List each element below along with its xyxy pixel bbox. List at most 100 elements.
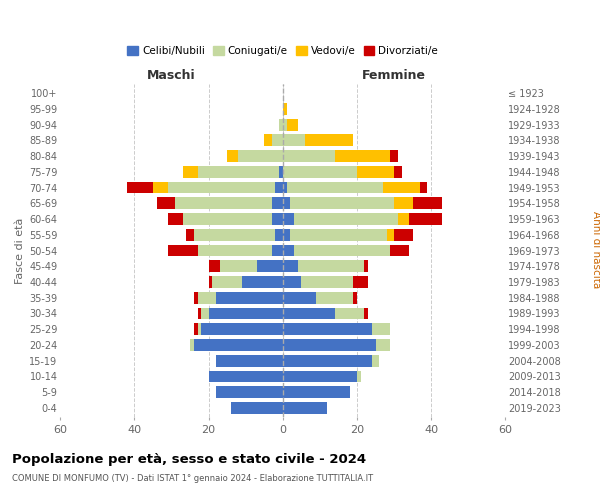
Bar: [283, 150, 335, 162]
Bar: [283, 355, 372, 366]
Bar: [394, 229, 413, 240]
Bar: [153, 182, 168, 194]
Bar: [197, 308, 201, 320]
Bar: [194, 292, 197, 304]
Bar: [272, 134, 283, 146]
Bar: [283, 260, 298, 272]
Bar: [305, 134, 353, 146]
Bar: [420, 182, 427, 194]
Y-axis label: Fasce di età: Fasce di età: [15, 218, 25, 284]
Bar: [283, 324, 372, 335]
Bar: [283, 244, 294, 256]
Bar: [216, 292, 283, 304]
Bar: [209, 260, 220, 272]
Bar: [272, 198, 283, 209]
Bar: [383, 182, 420, 194]
Bar: [209, 370, 283, 382]
Bar: [413, 198, 442, 209]
Bar: [279, 166, 283, 177]
Legend: Celibi/Nubili, Coniugati/e, Vedovi/e, Divorziati/e: Celibi/Nubili, Coniugati/e, Vedovi/e, Di…: [124, 42, 442, 60]
Bar: [287, 118, 298, 130]
Bar: [283, 292, 316, 304]
Bar: [190, 339, 194, 351]
Bar: [335, 150, 391, 162]
Bar: [357, 166, 394, 177]
Bar: [372, 324, 391, 335]
Bar: [275, 182, 283, 194]
Bar: [201, 308, 209, 320]
Bar: [197, 292, 216, 304]
Bar: [272, 244, 283, 256]
Bar: [386, 229, 394, 240]
Bar: [283, 134, 305, 146]
Bar: [187, 229, 194, 240]
Bar: [194, 229, 275, 240]
Text: Popolazione per età, sesso e stato civile - 2024: Popolazione per età, sesso e stato civil…: [12, 452, 366, 466]
Bar: [264, 134, 272, 146]
Bar: [409, 213, 442, 225]
Bar: [197, 244, 272, 256]
Bar: [335, 308, 364, 320]
Bar: [287, 182, 383, 194]
Bar: [242, 276, 283, 288]
Bar: [216, 355, 283, 366]
Bar: [290, 229, 386, 240]
Text: Anni di nascita: Anni di nascita: [591, 212, 600, 288]
Bar: [283, 118, 287, 130]
Bar: [357, 370, 361, 382]
Bar: [231, 402, 283, 414]
Bar: [283, 386, 350, 398]
Bar: [283, 402, 328, 414]
Bar: [194, 324, 197, 335]
Bar: [398, 213, 409, 225]
Bar: [283, 198, 290, 209]
Bar: [183, 166, 197, 177]
Bar: [279, 118, 283, 130]
Bar: [301, 276, 353, 288]
Bar: [290, 198, 394, 209]
Bar: [209, 308, 283, 320]
Bar: [238, 150, 283, 162]
Bar: [353, 292, 357, 304]
Bar: [272, 213, 283, 225]
Bar: [391, 244, 409, 256]
Bar: [168, 182, 275, 194]
Bar: [283, 276, 301, 288]
Bar: [157, 198, 175, 209]
Bar: [372, 355, 379, 366]
Bar: [209, 276, 212, 288]
Bar: [127, 182, 153, 194]
Text: Maschi: Maschi: [147, 69, 196, 82]
Bar: [283, 339, 376, 351]
Bar: [294, 213, 398, 225]
Bar: [197, 166, 279, 177]
Bar: [175, 198, 272, 209]
Text: Femmine: Femmine: [362, 69, 426, 82]
Bar: [283, 182, 287, 194]
Bar: [216, 386, 283, 398]
Bar: [197, 324, 201, 335]
Bar: [283, 308, 335, 320]
Bar: [316, 292, 353, 304]
Bar: [220, 260, 257, 272]
Bar: [283, 166, 357, 177]
Bar: [227, 150, 238, 162]
Bar: [391, 150, 398, 162]
Bar: [168, 244, 197, 256]
Bar: [257, 260, 283, 272]
Bar: [283, 370, 357, 382]
Bar: [294, 244, 391, 256]
Bar: [394, 166, 401, 177]
Bar: [283, 103, 287, 115]
Bar: [394, 198, 413, 209]
Bar: [283, 229, 290, 240]
Bar: [194, 339, 283, 351]
Bar: [168, 213, 183, 225]
Bar: [283, 213, 294, 225]
Text: COMUNE DI MONFUMO (TV) - Dati ISTAT 1° gennaio 2024 - Elaborazione TUTTITALIA.IT: COMUNE DI MONFUMO (TV) - Dati ISTAT 1° g…: [12, 474, 373, 483]
Bar: [275, 229, 283, 240]
Bar: [298, 260, 364, 272]
Bar: [201, 324, 283, 335]
Bar: [212, 276, 242, 288]
Bar: [353, 276, 368, 288]
